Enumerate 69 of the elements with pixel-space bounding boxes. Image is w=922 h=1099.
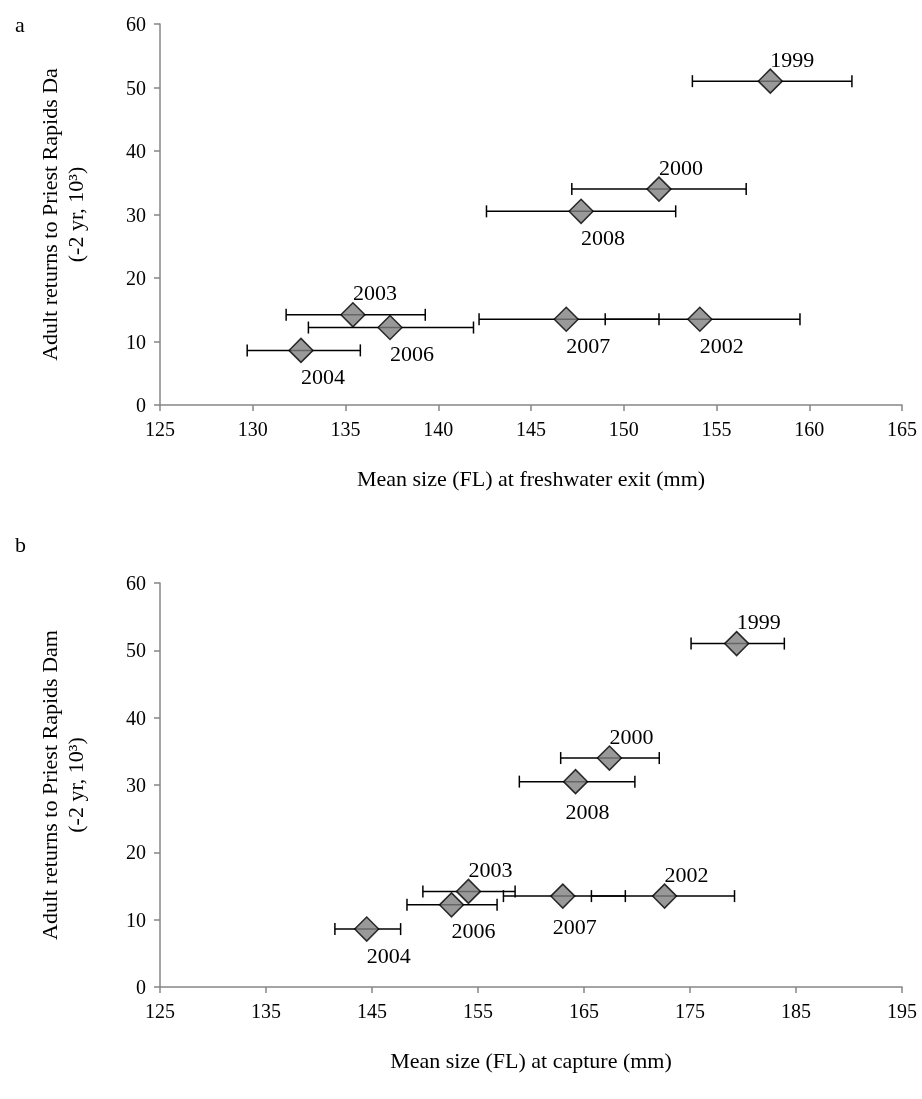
annotation: 1999 (770, 46, 815, 72)
point (553, 306, 579, 333)
x-tick-label: 140 (423, 418, 454, 440)
annotation: 2004 (300, 363, 345, 389)
y-tick-label: 50 (126, 639, 146, 662)
x-axis-title: Mean size (FL) at capture (mm) (390, 1047, 672, 1073)
x-tick-label: 145 (357, 1000, 387, 1022)
annotation: 2000 (609, 723, 654, 749)
annotation: 2003 (352, 280, 397, 306)
y-axis-title: Adult returns to Priest Rapids Dam (-2 yr, 10³) (36, 630, 88, 940)
x-tick-label: 185 (781, 1000, 811, 1022)
point (568, 198, 594, 225)
chart-title: a (15, 11, 25, 37)
x-tick-label: 175 (675, 1000, 705, 1022)
y-tick-label: 40 (126, 706, 146, 729)
y-tick-label: 50 (126, 76, 146, 99)
y-tick-label: 30 (126, 203, 146, 226)
point (377, 314, 403, 341)
point (550, 883, 576, 909)
point (757, 68, 784, 94)
x-tick-label: 125 (145, 1000, 175, 1022)
y-tick-label: 10 (126, 330, 146, 353)
y-tick-label: 60 (126, 572, 146, 594)
x-tick-label: 155 (701, 418, 732, 440)
annotation: 2008 (581, 224, 626, 250)
x-axis-title: Mean size (FL) at freshwater exit (mm) (356, 465, 706, 491)
annotation: 1999 (736, 609, 781, 635)
point (353, 916, 380, 942)
y-tick-label: 20 (126, 267, 146, 289)
point (455, 878, 482, 905)
annotation: 2002 (699, 332, 744, 358)
x-tick-label: 145 (516, 418, 546, 440)
y-tick-label: 40 (126, 140, 146, 162)
y-tick-label: 0 (136, 394, 146, 416)
annotation: 2006 (451, 918, 496, 944)
point (562, 768, 589, 795)
x-tick-label: 195 (887, 1000, 917, 1022)
y-axis-title: Adult returns to Priest Rapids Da (-2 yr, 10³) (36, 67, 88, 361)
annotation: 2006 (390, 341, 435, 367)
point (596, 745, 623, 771)
point (646, 176, 672, 202)
point (340, 302, 366, 328)
x-tick-label: 165 (569, 1000, 599, 1022)
x-tick-label: 160 (794, 418, 825, 440)
x-tick-label: 125 (145, 418, 175, 440)
point (687, 306, 713, 333)
point (438, 892, 465, 918)
y-tick-label: 30 (126, 774, 146, 796)
y-tick-label: 20 (126, 841, 146, 864)
x-tick-label: 135 (330, 418, 361, 440)
x-tick-label: 130 (237, 418, 268, 440)
x-tick-label: 150 (608, 418, 639, 440)
y-tick-label: 60 (126, 13, 146, 35)
annotation: 2007 (552, 913, 597, 939)
annotation: 2004 (366, 942, 411, 968)
point (651, 883, 678, 909)
y-tick-label: 10 (126, 908, 146, 931)
x-tick-label: 155 (463, 1000, 493, 1022)
x-tick-label: 165 (887, 418, 917, 440)
chart-title: b (15, 531, 26, 557)
point (288, 337, 314, 364)
annotation: 2008 (565, 799, 610, 825)
annotation: 2000 (658, 154, 703, 180)
annotation: 2007 (566, 332, 611, 358)
annotation: 2003 (468, 856, 513, 882)
x-tick-label: 135 (251, 1000, 281, 1022)
y-tick-label: 0 (136, 976, 146, 998)
point (723, 630, 750, 657)
annotation: 2002 (664, 861, 709, 887)
